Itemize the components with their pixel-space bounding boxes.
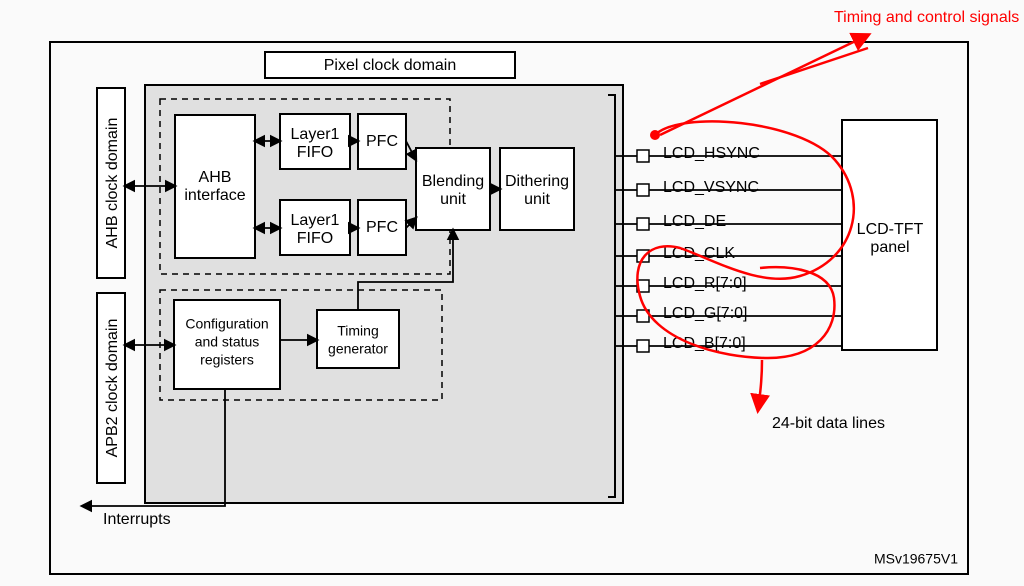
- apb2-domain-label: APB2 clock domain: [104, 319, 121, 458]
- red-arrow-timing-branch: [760, 48, 868, 84]
- interrupts-label: Interrupts: [103, 511, 171, 528]
- blending-unit-l2: unit: [440, 191, 466, 208]
- layer1-fifo-top-l2: FIFO: [297, 144, 333, 161]
- signal-label-4: LCD_R[7:0]: [663, 275, 747, 292]
- layer1-fifo-bot-l2: FIFO: [297, 230, 333, 247]
- ahb-domain-label: AHB clock domain: [104, 118, 121, 249]
- lcd-panel-l2: panel: [870, 239, 909, 256]
- config-registers-l3: registers: [200, 352, 254, 368]
- dithering-unit-l1: Dithering: [505, 173, 569, 190]
- red-arrow-timing: [660, 35, 868, 135]
- red-dot: [650, 130, 660, 140]
- signal-pin-2: [637, 218, 649, 230]
- doc-id-label: MSv19675V1: [874, 551, 958, 567]
- signals-group: LCD_HSYNCLCD_VSYNCLCD_DELCD_CLKLCD_R[7:0…: [615, 145, 842, 352]
- pfc-bot-label: PFC: [366, 219, 398, 236]
- ahb-interface-label1: AHB: [199, 169, 232, 186]
- signal-pin-6: [637, 340, 649, 352]
- red-arrow-datalines: [758, 360, 762, 410]
- timing-generator-block: [317, 310, 399, 368]
- lcd-panel-l1: LCD-TFT: [857, 221, 924, 238]
- ahb-interface-label2: interface: [184, 187, 245, 204]
- dithering-unit-l2: unit: [524, 191, 550, 208]
- layer1-fifo-top-l1: Layer1: [291, 126, 340, 143]
- timing-generator-l2: generator: [328, 341, 388, 357]
- data-lines-annotation: 24-bit data lines: [772, 415, 885, 432]
- timing-generator-l1: Timing: [337, 323, 379, 339]
- signal-pin-1: [637, 184, 649, 196]
- signal-label-5: LCD_G[7:0]: [663, 305, 747, 322]
- config-registers-l2: and status: [195, 334, 260, 350]
- pfc-top-label: PFC: [366, 133, 398, 150]
- signal-pin-0: [637, 150, 649, 162]
- blending-unit-l1: Blending: [422, 173, 484, 190]
- signal-label-0: LCD_HSYNC: [663, 145, 760, 162]
- signal-label-1: LCD_VSYNC: [663, 179, 759, 196]
- signal-label-2: LCD_DE: [663, 213, 726, 230]
- layer1-fifo-bot-l1: Layer1: [291, 212, 340, 229]
- config-registers-l1: Configuration: [185, 316, 268, 332]
- timing-control-annotation: Timing and control signals: [834, 9, 1019, 26]
- pixel-clock-domain-label: Pixel clock domain: [324, 57, 457, 74]
